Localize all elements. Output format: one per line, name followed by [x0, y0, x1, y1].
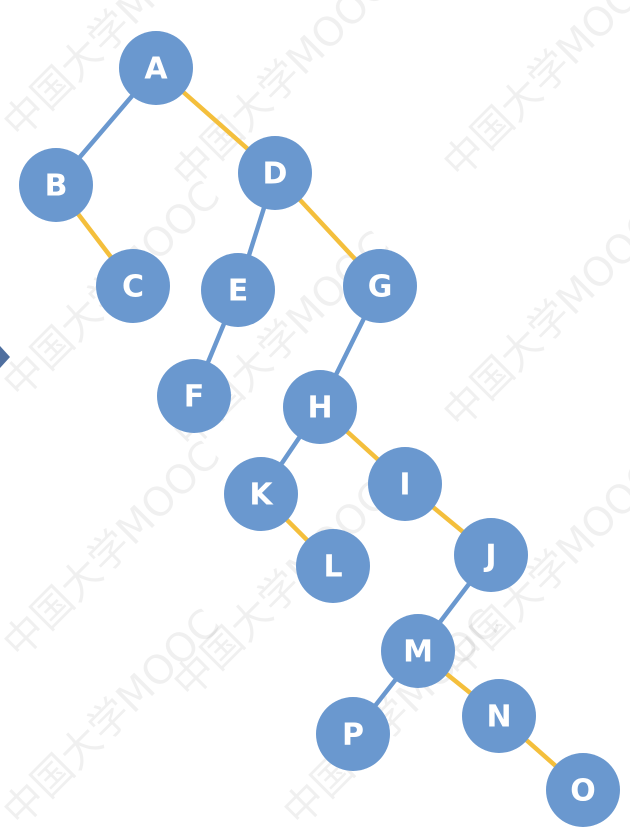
node-label: B [45, 169, 68, 204]
node-label: F [184, 380, 205, 415]
watermark-text: 中国大学MOOC [435, 203, 630, 437]
watermark-text: 中国大学MOOC [435, 0, 630, 187]
node-circle [19, 148, 93, 222]
node-label: G [368, 270, 393, 305]
node-circle [224, 457, 298, 531]
node-label: E [228, 274, 249, 309]
node-b: B [19, 148, 93, 222]
node-label: J [483, 539, 496, 574]
node-g: G [343, 249, 417, 323]
node-circle [296, 529, 370, 603]
node-h: H [283, 370, 357, 444]
node-f: F [157, 359, 231, 433]
node-label: P [342, 718, 364, 753]
node-p: P [316, 697, 390, 771]
node-label: I [399, 468, 410, 503]
node-layer: A B C D E F G H K L I J M P N O [19, 31, 620, 827]
watermark-text: 中国大学MOOC [0, 0, 229, 147]
node-circle [343, 249, 417, 323]
node-label: N [486, 700, 511, 735]
left-edge-arrow-icon [0, 346, 10, 368]
node-circle [201, 253, 275, 327]
node-label: L [323, 550, 342, 585]
node-label: K [249, 478, 274, 513]
node-e: E [201, 253, 275, 327]
node-label: H [307, 391, 332, 426]
node-label: M [403, 635, 433, 670]
node-n: N [462, 679, 536, 753]
node-label: A [144, 52, 168, 87]
node-circle [119, 31, 193, 105]
node-d: D [238, 136, 312, 210]
node-label: O [570, 774, 596, 809]
node-circle [454, 518, 528, 592]
node-circle [368, 447, 442, 521]
node-o: O [546, 753, 620, 827]
node-a: A [119, 31, 193, 105]
node-circle [316, 697, 390, 771]
node-label: C [122, 270, 144, 305]
node-circle [381, 614, 455, 688]
node-i: I [368, 447, 442, 521]
node-j: J [454, 518, 528, 592]
node-l: L [296, 529, 370, 603]
node-circle [283, 370, 357, 444]
node-circle [462, 679, 536, 753]
node-m: M [381, 614, 455, 688]
node-c: C [96, 249, 170, 323]
node-circle [157, 359, 231, 433]
node-circle [96, 249, 170, 323]
node-circle [238, 136, 312, 210]
node-circle [546, 753, 620, 827]
node-k: K [224, 457, 298, 531]
node-label: D [263, 157, 288, 192]
